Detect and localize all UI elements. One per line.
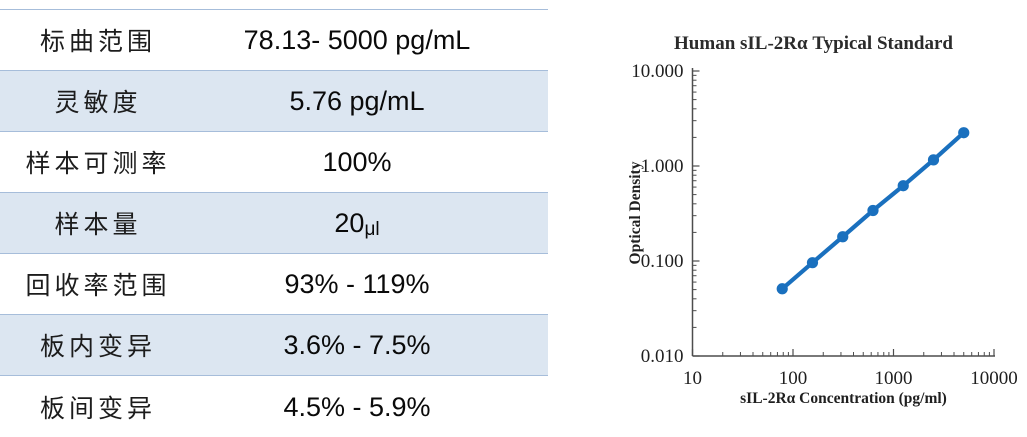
- spec-label: 板间变异: [39, 396, 156, 423]
- table-row: 样本量 20μl: [0, 193, 548, 254]
- curve-plot-area: 10 100 1000 10000 10.000 1.000 0.100 0.010: [631, 61, 1018, 389]
- spec-value-unit: μl: [364, 218, 380, 240]
- y-tick-label: 1.000: [641, 156, 684, 177]
- y-axis-ticks: 10.000 1.000 0.100 0.010: [631, 61, 700, 367]
- spec-label: 回收率范围: [25, 273, 171, 300]
- x-tick-label: 100: [779, 368, 808, 389]
- spec-value: 5.76 pg/mL: [289, 85, 425, 116]
- spec-label: 灵敏度: [54, 90, 142, 117]
- x-axis-ticks: 10 100 1000 10000: [683, 349, 1018, 389]
- assay-spec-table: 标曲范围 78.13- 5000 pg/mL 灵敏度 5.76 pg/mL 样本…: [0, 9, 548, 437]
- x-tick-label: 10: [683, 368, 702, 389]
- series-markers: [776, 127, 970, 295]
- y-tick-label: 10.000: [631, 61, 683, 82]
- table-row: 样本可测率 100%: [0, 132, 548, 193]
- table-row: 标曲范围 78.13- 5000 pg/mL: [0, 10, 548, 71]
- data-point: [867, 204, 879, 217]
- spec-label: 板内变异: [39, 334, 156, 361]
- table-row: 灵敏度 5.76 pg/mL: [0, 71, 548, 132]
- data-point: [837, 231, 849, 243]
- chart-title: Human sIL-2Rα Typical Standard: [674, 33, 953, 54]
- table-row: 板内变异 3.6% - 7.5%: [0, 315, 548, 376]
- spec-value-number: 20: [334, 207, 365, 238]
- y-tick-label: 0.100: [641, 251, 684, 272]
- spec-label: 样本可测率: [25, 151, 171, 178]
- spec-value: 20μl: [196, 207, 548, 240]
- spec-value: 3.6% - 7.5%: [283, 329, 431, 360]
- x-tick-label: 10000: [970, 368, 1018, 389]
- data-point: [927, 154, 940, 166]
- data-point: [806, 257, 819, 269]
- table-row: 板间变异 4.5% - 5.9%: [0, 376, 548, 437]
- x-axis-title: sIL-2Rα Concentration (pg/ml): [740, 390, 947, 407]
- x-tick-label: 1000: [875, 368, 913, 389]
- data-point: [897, 180, 909, 192]
- data-point: [958, 127, 970, 139]
- table-row: 回收率范围 93% - 119%: [0, 254, 548, 315]
- spec-label: 样本量: [54, 212, 142, 239]
- spec-value: 93% - 119%: [284, 268, 430, 299]
- spec-value: 4.5% - 5.9%: [283, 391, 431, 422]
- spec-value: 78.13- 5000 pg/mL: [243, 24, 471, 55]
- standard-curve-chart: Human sIL-2Rα Typical Standard Optical D…: [600, 0, 1027, 437]
- spec-label: 标曲范围: [39, 29, 156, 56]
- spec-value: 100%: [322, 146, 392, 177]
- data-point: [776, 283, 788, 295]
- y-tick-label: 0.010: [641, 346, 684, 367]
